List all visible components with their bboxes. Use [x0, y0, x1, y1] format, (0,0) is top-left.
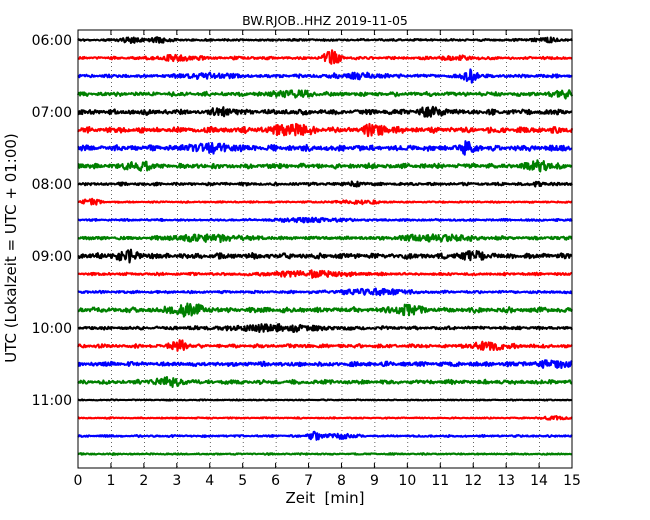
trace-0930	[77, 287, 573, 297]
trace-1045	[77, 376, 573, 389]
x-tick-label-12: 12	[464, 473, 482, 489]
x-tick-label-6: 6	[271, 473, 280, 489]
x-tick-label-13: 13	[497, 473, 515, 489]
x-axis-title: Zeit [min]	[285, 489, 364, 507]
trace-1000	[77, 323, 573, 334]
trace-0900	[77, 248, 573, 264]
x-tick-label-2: 2	[139, 473, 148, 489]
y-tick-label-1100: 11:00	[32, 393, 72, 409]
trace-0915	[77, 269, 573, 279]
x-tick-label-8: 8	[337, 473, 346, 489]
trace-0745	[77, 159, 573, 173]
y-tick-label-1000: 10:00	[32, 321, 72, 337]
trace-0945	[77, 302, 573, 318]
trace-0600	[77, 36, 573, 45]
x-axis-ticks: 0 1 2 3 4 5 6 7 8 9 10 11 12 13 14 15	[74, 30, 581, 489]
trace-1030	[77, 359, 573, 370]
trace-1130	[77, 430, 573, 441]
trace-1100	[77, 398, 573, 402]
plot-frame	[77, 29, 573, 469]
trace-0700	[77, 105, 573, 118]
x-tick-label-11: 11	[431, 473, 449, 489]
x-tick-label-1: 1	[106, 473, 115, 489]
y-tick-label-0800: 08:00	[32, 177, 72, 193]
y-tick-label-0600: 06:00	[32, 33, 72, 49]
x-tick-label-10: 10	[398, 473, 416, 489]
y-tick-label-0700: 07:00	[32, 105, 72, 121]
trace-0615	[77, 49, 573, 65]
trace-1115	[77, 415, 573, 421]
trace-0800	[77, 180, 573, 188]
x-tick-label-14: 14	[530, 473, 548, 489]
trace-0715	[77, 122, 574, 138]
chart-title: BW.RJOB..HHZ 2019-11-05	[242, 13, 408, 28]
trace-0730	[77, 140, 573, 156]
x-tick-label-9: 9	[370, 473, 379, 489]
trace-1145	[77, 452, 573, 456]
x-tick-label-4: 4	[205, 473, 214, 489]
trace-0815	[77, 197, 573, 206]
trace-1015	[77, 339, 573, 352]
y-tick-label-0900: 09:00	[32, 249, 72, 265]
trace-0845	[77, 233, 573, 244]
y-axis-ticks: 06:00 07:00 08:00 09:00 10:00 11:00	[32, 33, 572, 409]
trace-0645	[77, 89, 574, 100]
x-tick-label-0: 0	[74, 473, 83, 489]
x-tick-label-15: 15	[563, 473, 581, 489]
trace-0830	[77, 216, 573, 224]
y-axis-title: UTC (Lokalzeit = UTC + 01:00)	[2, 133, 20, 363]
x-tick-label-3: 3	[172, 473, 181, 489]
trace-0630	[77, 68, 573, 84]
x-tick-label-7: 7	[304, 473, 313, 489]
x-tick-label-5: 5	[238, 473, 247, 489]
seismogram-traces	[77, 36, 574, 456]
